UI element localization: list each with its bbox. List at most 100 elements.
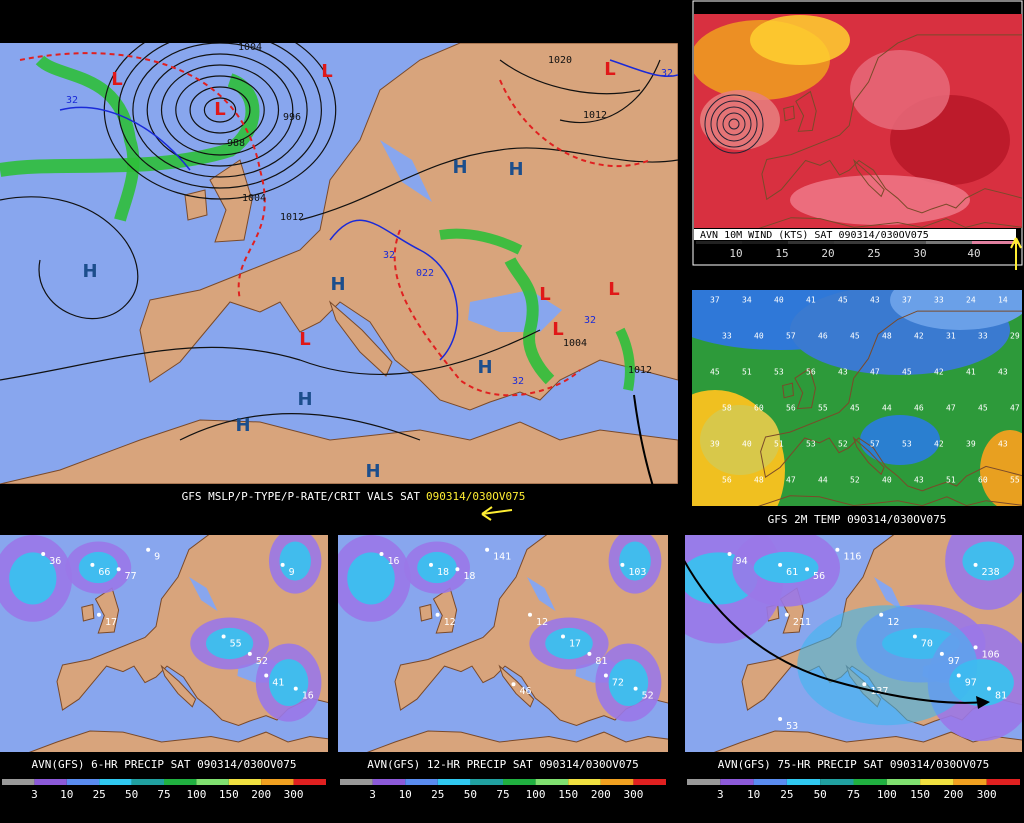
isobar-label: 996 bbox=[283, 112, 301, 123]
temp-value: 48 bbox=[754, 476, 764, 485]
temp-value: 39 bbox=[966, 440, 976, 449]
isobar bbox=[722, 112, 746, 136]
temp-value: 46 bbox=[914, 404, 924, 413]
pressure-center: L bbox=[608, 279, 619, 300]
temp-value: 55 bbox=[818, 404, 828, 413]
precip-point bbox=[805, 567, 810, 572]
precip-legend-label: 50 bbox=[125, 788, 138, 801]
legend-swatch bbox=[820, 779, 854, 785]
wind-legend-label: 15 bbox=[775, 247, 788, 260]
precip-value: 46 bbox=[520, 686, 532, 697]
temp-value: 53 bbox=[902, 440, 912, 449]
precip-legend-label: 50 bbox=[814, 788, 827, 801]
temp-value: 48 bbox=[882, 332, 892, 341]
wind-legend-label: 40 bbox=[967, 247, 980, 260]
precip-legend-label: 200 bbox=[251, 788, 271, 801]
temp-area bbox=[980, 430, 1022, 506]
isobar-label: 32 bbox=[584, 315, 596, 326]
precip-point bbox=[620, 562, 625, 567]
precip-point bbox=[603, 673, 608, 678]
precip-value: 81 bbox=[995, 691, 1007, 702]
map-wrap bbox=[758, 310, 1022, 506]
precip-band bbox=[0, 73, 260, 177]
precip-value: 211 bbox=[793, 617, 811, 628]
isobar bbox=[132, 43, 308, 178]
precip-area bbox=[608, 659, 649, 706]
isobar bbox=[160, 64, 280, 156]
precip-legend-label: 75 bbox=[847, 788, 860, 801]
land bbox=[498, 664, 535, 708]
precip-legend-label: 10 bbox=[747, 788, 760, 801]
precip-point bbox=[511, 682, 516, 687]
isobar-label: 1012 bbox=[628, 365, 652, 376]
temp-value: 40 bbox=[754, 332, 764, 341]
legend-swatch bbox=[535, 779, 569, 785]
wind-area bbox=[750, 15, 850, 65]
temp-value: 57 bbox=[870, 440, 880, 449]
precip-point bbox=[264, 673, 269, 678]
precip-area bbox=[268, 659, 309, 706]
legend-swatch bbox=[340, 779, 373, 785]
land bbox=[160, 664, 197, 708]
legend-swatch bbox=[786, 779, 821, 785]
trajectory-head bbox=[976, 696, 990, 709]
precip-band bbox=[504, 257, 555, 385]
legend-swatch bbox=[834, 241, 880, 244]
wind-legend-label: 25 bbox=[867, 247, 880, 260]
wind-caption-bar bbox=[694, 229, 1016, 240]
precip-value: 12 bbox=[444, 617, 456, 628]
temp-value: 47 bbox=[946, 404, 956, 413]
land bbox=[713, 730, 1022, 752]
thickness-line bbox=[19, 52, 266, 301]
isobar-label: 1004 bbox=[563, 338, 587, 349]
precip-value: 81 bbox=[595, 656, 607, 667]
land bbox=[328, 300, 393, 377]
temp-value: 58 bbox=[722, 404, 732, 413]
pressure-center: H bbox=[330, 274, 345, 295]
legend-swatch bbox=[633, 779, 666, 785]
isobar bbox=[716, 106, 752, 142]
precip-area bbox=[619, 541, 651, 581]
precip-legend-label: 100 bbox=[526, 788, 546, 801]
temp-value: 40 bbox=[774, 296, 784, 305]
wind-area bbox=[700, 90, 780, 150]
precip-point bbox=[280, 562, 285, 567]
precip-point bbox=[146, 547, 151, 552]
precip-point bbox=[956, 673, 961, 678]
legend-swatch bbox=[293, 779, 326, 785]
isobar-label: 1004 bbox=[238, 42, 262, 53]
precip-point bbox=[784, 612, 789, 617]
temp-value: 37 bbox=[902, 296, 912, 305]
map-geometry bbox=[758, 310, 1022, 506]
precip-area bbox=[797, 605, 978, 726]
isobar bbox=[299, 147, 678, 221]
precip-legend-label: 150 bbox=[219, 788, 239, 801]
precip-area bbox=[417, 551, 457, 584]
precip-point bbox=[778, 716, 783, 721]
pressure-center: H bbox=[452, 157, 467, 178]
pressure-center: H bbox=[477, 357, 492, 378]
temp-value: 57 bbox=[786, 332, 796, 341]
precip-point bbox=[973, 562, 978, 567]
precip-value: 66 bbox=[98, 567, 110, 578]
precip-value: 72 bbox=[612, 678, 624, 689]
land bbox=[761, 34, 1022, 214]
pressure-center: H bbox=[297, 389, 312, 410]
temp-value: 56 bbox=[722, 476, 732, 485]
precip-point bbox=[435, 612, 440, 617]
precip-point bbox=[633, 686, 638, 691]
precip-panel: 36 66 77 9 9 17 55 52 41 16 bbox=[0, 535, 328, 752]
sea bbox=[380, 140, 432, 202]
precip-value: 97 bbox=[965, 678, 977, 689]
legend-swatch bbox=[372, 779, 406, 785]
precip-value: 36 bbox=[49, 556, 61, 567]
legend-swatch bbox=[853, 779, 887, 785]
precip-caption: AVN(GFS) 75-HR PRECIP SAT 090314/030OV07… bbox=[718, 758, 990, 771]
precip-area bbox=[279, 541, 311, 581]
legend-swatch bbox=[261, 779, 294, 785]
land bbox=[852, 436, 885, 476]
precip-point bbox=[912, 634, 917, 639]
temp-value: 41 bbox=[966, 368, 976, 377]
precip-value: 17 bbox=[105, 617, 117, 628]
temp-value: 24 bbox=[966, 296, 976, 305]
